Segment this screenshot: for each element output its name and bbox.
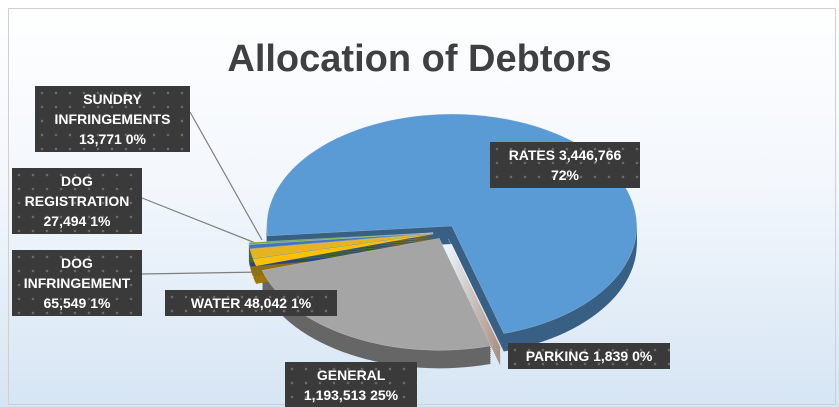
label-name: DOG REGISTRATION: [24, 173, 130, 209]
slice-side: [448, 250, 501, 359]
slice-side: [448, 254, 501, 363]
chart-border: [8, 8, 836, 405]
label-percent: 25%: [370, 387, 399, 403]
data-label: SUNDRY INFRINGEMENTS 13,771 0%: [35, 86, 190, 152]
slice-side: [448, 246, 501, 355]
data-label: WATER 48,042 1%: [165, 290, 337, 316]
slice: [248, 232, 434, 249]
data-label: DOG REGISTRATION 27,494 1%: [12, 168, 142, 234]
data-label: PARKING 1,839 0%: [508, 343, 670, 369]
slice-side: [448, 240, 501, 349]
slice-side: [448, 252, 501, 361]
label-value: 65,549: [43, 295, 87, 311]
label-value: 13,771: [79, 131, 122, 147]
slice: [448, 238, 501, 347]
leader-line: [189, 111, 263, 241]
data-label: GENERAL 1,193,513 25%: [285, 362, 417, 407]
label-name: PARKING: [525, 348, 590, 364]
label-value: 1,193,513: [303, 387, 367, 403]
label-name: RATES: [508, 147, 556, 163]
label-percent: 72%: [550, 167, 580, 183]
slice: [248, 232, 434, 245]
label-percent: 0%: [632, 348, 653, 364]
label-value: 27,494: [43, 213, 87, 229]
label-name: SUNDRY INFRINGEMENTS: [54, 91, 171, 127]
slice: [252, 233, 434, 267]
data-label: DOG INFRINGEMENT 65,549 1%: [12, 250, 142, 316]
label-name: WATER: [190, 295, 241, 311]
label-value: 48,042: [244, 295, 288, 311]
leader-line: [141, 271, 263, 275]
slice-side: [448, 248, 501, 357]
label-value: 1,839: [593, 348, 629, 364]
label-percent: 1%: [290, 295, 312, 311]
slice-side: [448, 244, 501, 353]
slice: [249, 233, 434, 259]
slice-side: [448, 256, 501, 365]
slice: [261, 238, 492, 351]
label-name: GENERAL: [316, 367, 386, 383]
leader-line: [141, 197, 259, 245]
label-percent: 1%: [90, 213, 111, 229]
data-label: RATES 3,446,766 72%: [490, 142, 640, 188]
label-value: 3,446,766: [559, 147, 622, 163]
label-percent: 1%: [90, 295, 111, 311]
slice-side: [448, 242, 501, 351]
label-percent: 0%: [125, 131, 146, 147]
label-name: DOG INFRINGEMENT: [23, 255, 131, 291]
chart-title: Allocation of Debtors: [227, 38, 612, 80]
